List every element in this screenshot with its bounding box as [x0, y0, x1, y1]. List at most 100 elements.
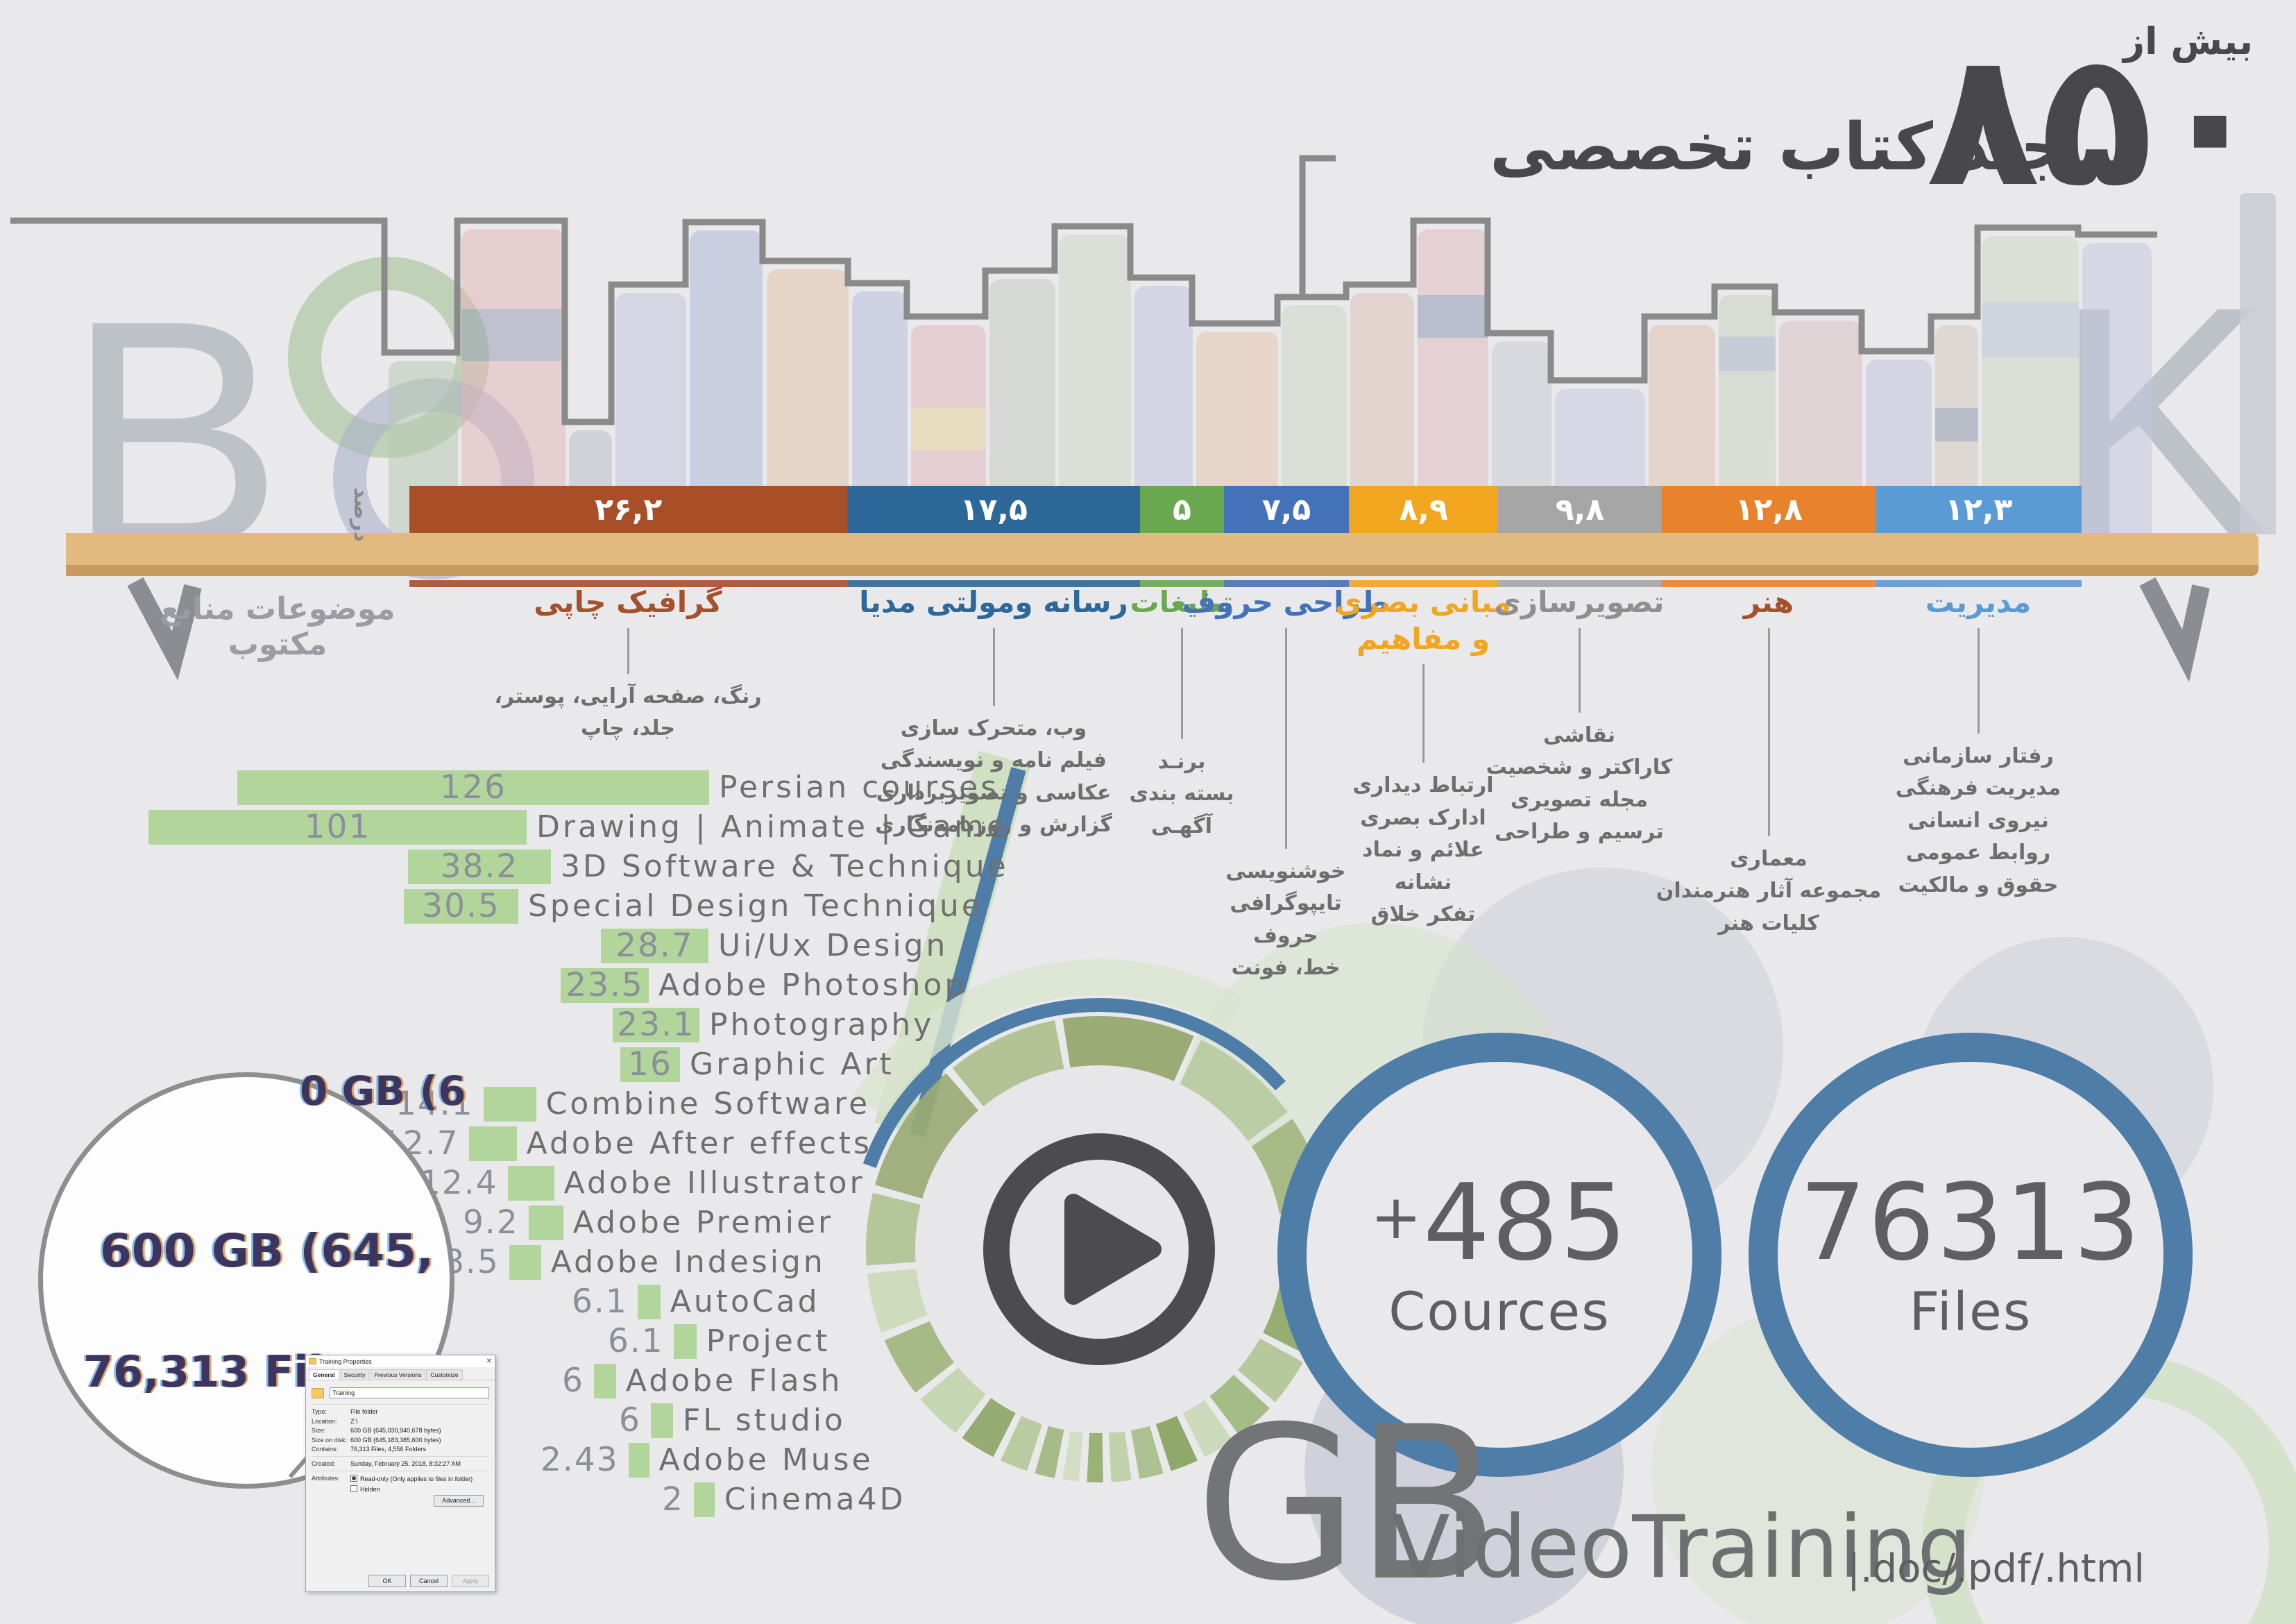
course-bar — [483, 1086, 536, 1122]
category-label: تصویرسازی — [1494, 585, 1665, 619]
dialog-tab-previous-versions[interactable]: Previous Versions — [370, 1369, 426, 1380]
course-bar: 28.7 — [601, 927, 708, 965]
course-row: 14.1 Combine Software — [396, 1084, 1214, 1124]
bookend — [2240, 193, 2276, 534]
dialog-info-row: Location: Z:\ — [312, 1418, 489, 1425]
shelf-caption: موضوعات منابع مکتوب — [160, 591, 396, 662]
course-bar: 23.5 — [561, 966, 649, 1004]
percent-segment: ۲۶,۲ — [409, 486, 848, 533]
book-band — [1982, 302, 2079, 357]
courses-count: +485 — [1370, 1167, 1629, 1278]
course-row: 6 Adobe Flash — [562, 1361, 1214, 1401]
course-row: 12.4 Adobe Illustrator — [420, 1163, 1214, 1203]
readonly-checkbox[interactable] — [350, 1475, 357, 1482]
course-row: 6.1 AutoCad — [572, 1282, 1214, 1321]
files-circle: 76313 Files — [1749, 1033, 2193, 1477]
course-value: 6 — [619, 1401, 641, 1439]
info-key: Location: — [312, 1417, 337, 1425]
close-icon[interactable]: ✕ — [486, 1357, 492, 1365]
course-value: 6.1 — [608, 1322, 664, 1360]
category-label: مدیریت — [1925, 585, 2032, 619]
dialog-tab-customize[interactable]: Customize — [426, 1369, 463, 1380]
course-row: 30.5 Special Design Technique — [404, 886, 1214, 926]
course-value: 16 — [628, 1045, 672, 1083]
course-bar — [650, 1403, 673, 1438]
category-connector-line — [1180, 627, 1183, 739]
course-value: 9.2 — [463, 1203, 519, 1242]
dialog-info-row: Size: 600 GB (645,030,940,678 bytes) — [312, 1427, 489, 1434]
courses-value: 485 — [1422, 1160, 1629, 1284]
course-row: 6.1 Project — [608, 1321, 1214, 1361]
percent-underline-segment — [409, 580, 848, 587]
category-connector-line — [1767, 627, 1770, 836]
course-bar: 126 — [237, 768, 709, 806]
dialog-tabs: General Security Previous Versions Customiz… — [306, 1367, 495, 1380]
category-sublist: نقاشی کاراکتر و شخصیت مجله تصویری ترسیم و ط… — [1486, 722, 1673, 845]
percent-segment: ۱۲,۳ — [1876, 486, 2082, 533]
category-connector-line — [627, 627, 629, 674]
course-row: 28.7 Ui/Ux Design — [601, 926, 1214, 965]
dialog-buttons: OK Cancel Apply — [306, 1575, 495, 1587]
title-more-than: بیش از — [2123, 19, 2253, 63]
info-value: File folder — [350, 1408, 378, 1415]
course-bar — [593, 1363, 616, 1398]
course-value: 126 — [440, 768, 507, 806]
magnifier-circle: 600 GB (645, 76,313 Files, 4 — [38, 1072, 454, 1489]
category-label: طراحی حروف — [1182, 585, 1390, 619]
course-row: 126 Persian courses — [237, 768, 1214, 807]
dialog-tab-general[interactable]: General — [309, 1369, 339, 1380]
category-label: گرافیک چاپی — [534, 585, 722, 619]
course-value: 14.1 — [396, 1085, 474, 1123]
folder-name-field[interactable]: Training — [330, 1387, 489, 1398]
course-bar: 23.1 — [613, 1006, 699, 1044]
course-label: FL studio — [682, 1403, 846, 1438]
play-icon — [983, 1133, 1215, 1365]
course-label: Adobe Photoshop — [658, 967, 967, 1003]
magnified-size: 600 GB (645, — [100, 1224, 434, 1278]
apply-button[interactable]: Apply — [452, 1575, 489, 1587]
dialog-titlebar[interactable]: Training Properties ✕ — [306, 1355, 495, 1367]
title-suffix: جلد کتاب تخصصی — [1489, 110, 2067, 185]
folder-icon-large — [312, 1387, 324, 1398]
course-chart: 126 Persian courses 101 Drawing | Animate |… — [0, 768, 1214, 1519]
course-label: AutoCad — [670, 1284, 820, 1319]
hidden-checkbox[interactable] — [350, 1485, 357, 1492]
category-label: رسانه ومولتی مدیا — [859, 585, 1128, 619]
info-value: Z:\ — [350, 1417, 358, 1425]
course-bar — [673, 1323, 697, 1359]
info-key: Size on disk: — [312, 1436, 348, 1444]
course-label: Persian courses — [719, 770, 1000, 805]
book-band — [1935, 408, 1978, 441]
hidden-checkbox-row[interactable]: Hidden — [350, 1485, 380, 1493]
percent-underline — [409, 580, 2082, 587]
folder-icon — [309, 1358, 316, 1364]
advanced-button[interactable]: Advanced... — [434, 1494, 484, 1507]
course-label: Ui/Ux Design — [718, 928, 949, 963]
course-value: 28.7 — [615, 927, 694, 965]
course-bar: 38.2 — [408, 847, 551, 886]
created-value: Sunday, February 25, 2018, 8:32:27 AM — [350, 1460, 461, 1467]
category-label: هنر — [1743, 585, 1794, 619]
dialog-tab-security[interactable]: Security — [339, 1369, 370, 1380]
readonly-checkbox-row[interactable]: Read-only (Only applies to files in fold… — [350, 1475, 473, 1482]
percent-segment: ۹,۸ — [1497, 486, 1663, 533]
category-connector-line — [1578, 627, 1581, 713]
course-value: 30.5 — [422, 887, 500, 925]
category-sublist: رفتار سازمانی مدیریت فرهنگی نیروی انسانی رو… — [1895, 743, 2061, 897]
title-connector-line — [1299, 155, 1336, 297]
formats-label: |.doc/.pdf/.html — [1847, 1546, 2145, 1591]
info-value: 600 GB (645,183,385,600 bytes) — [350, 1436, 441, 1444]
ok-button[interactable]: OK — [368, 1575, 406, 1587]
course-value: 101 — [304, 808, 371, 846]
course-bar — [628, 1442, 649, 1478]
course-value: 23.1 — [617, 1006, 695, 1044]
course-row: 9.2 Adobe Premier — [463, 1203, 1214, 1242]
course-value: 2.43 — [541, 1441, 619, 1479]
course-row: 2 Cinema4D — [662, 1480, 1214, 1519]
percent-segment: ۷,۵ — [1223, 486, 1350, 533]
course-value: 6 — [562, 1362, 584, 1400]
percent-axis-label: درصد — [349, 487, 373, 542]
course-row: 8.5 Adobe Indesign — [443, 1242, 1214, 1282]
cancel-button[interactable]: Cancel — [410, 1575, 448, 1587]
category-label: تبلیغات — [1130, 585, 1234, 619]
